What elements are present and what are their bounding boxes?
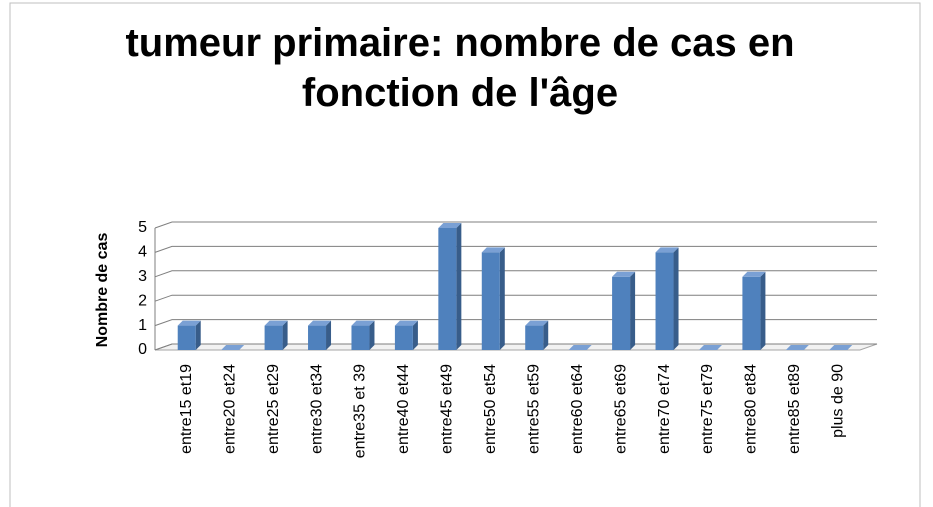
bar-side <box>195 320 201 350</box>
bar-top <box>742 271 766 277</box>
x-tick-label: entre75 et79 <box>699 364 716 454</box>
bar-front <box>612 276 631 350</box>
bar <box>655 247 679 350</box>
bar <box>264 320 288 350</box>
bar <box>394 320 418 350</box>
grid-line <box>154 221 877 229</box>
x-tick-label: entre80 et84 <box>743 364 760 454</box>
bar <box>221 345 245 350</box>
grid-line <box>154 319 877 327</box>
bar <box>698 345 722 350</box>
bar-top <box>785 345 809 350</box>
bar <box>785 345 809 350</box>
bar <box>351 320 375 350</box>
bar-side <box>499 247 505 350</box>
bar-front <box>525 325 544 350</box>
bar-top <box>221 345 245 350</box>
y-tick-label: 0 <box>138 341 147 358</box>
bar-front <box>308 325 327 350</box>
bar <box>742 271 766 350</box>
y-tick-label: 4 <box>138 244 147 261</box>
bar-top <box>698 345 722 350</box>
bar-top <box>308 320 332 326</box>
bar-side <box>369 320 375 350</box>
x-tick-label: entre40 et44 <box>395 364 412 454</box>
bar-top <box>829 345 853 350</box>
y-axis-label: Nombre de cas <box>94 233 111 348</box>
bar <box>177 320 201 350</box>
bar-side <box>760 271 766 350</box>
bar-front <box>742 276 761 350</box>
bar-front <box>351 325 370 350</box>
bar-front <box>438 228 457 350</box>
x-tick-label: entre85 et89 <box>786 364 803 454</box>
x-tick-label: entre15 et19 <box>178 364 195 454</box>
bar-front <box>481 252 500 350</box>
x-tick-label: plus de 90 <box>830 364 847 438</box>
x-tick-label: entre30 et34 <box>308 364 325 454</box>
bar-front <box>177 325 196 350</box>
bar-side <box>326 320 332 350</box>
floor <box>154 343 878 351</box>
bar-top <box>525 320 549 326</box>
bar-front <box>264 325 283 350</box>
bar-top <box>351 320 375 326</box>
bar-top <box>438 223 462 228</box>
x-tick-label: entre20 et24 <box>221 364 238 454</box>
bar-top <box>394 320 418 326</box>
bar-side <box>673 247 679 350</box>
bar-top <box>264 320 288 326</box>
bar-side <box>630 271 636 350</box>
grid-line <box>154 343 877 351</box>
bar-side <box>543 320 549 350</box>
bar-front <box>655 252 674 350</box>
bar <box>568 345 592 350</box>
x-tick-label: entre60 et64 <box>569 364 586 454</box>
x-tick-label: entre55 et59 <box>525 364 542 454</box>
x-tick-label: entre70 et74 <box>656 364 673 454</box>
bar-side <box>282 320 288 350</box>
chart-title: tumeur primaire: nombre de cas en foncti… <box>125 21 795 115</box>
bar-side <box>456 223 462 350</box>
bar <box>612 271 636 350</box>
bar <box>481 247 505 350</box>
bar <box>438 223 462 350</box>
y-tick-label: 3 <box>138 268 147 285</box>
bar-top <box>568 345 592 350</box>
bar-top <box>177 320 201 326</box>
y-tick-label: 2 <box>138 292 147 309</box>
grid-line <box>154 245 877 253</box>
bar-top <box>655 247 679 253</box>
bar-front <box>394 325 413 350</box>
y-tick-label: 5 <box>138 219 147 236</box>
y-tick-label: 1 <box>138 317 147 334</box>
x-tick-label: entre35 et 39 <box>352 364 369 458</box>
bar <box>525 320 549 350</box>
bar <box>829 345 853 350</box>
x-tick-label: entre25 et29 <box>265 364 282 454</box>
chart-frame <box>9 2 921 507</box>
x-tick-label: entre50 et54 <box>482 364 499 454</box>
grid-line <box>154 294 877 302</box>
bar-top <box>481 247 505 253</box>
x-tick-label: entre65 et69 <box>612 364 629 454</box>
bar-side <box>412 320 418 350</box>
bar <box>308 320 332 350</box>
grid-line <box>154 270 877 278</box>
bar-top <box>612 271 636 277</box>
x-tick-label: entre45 et49 <box>439 364 456 454</box>
